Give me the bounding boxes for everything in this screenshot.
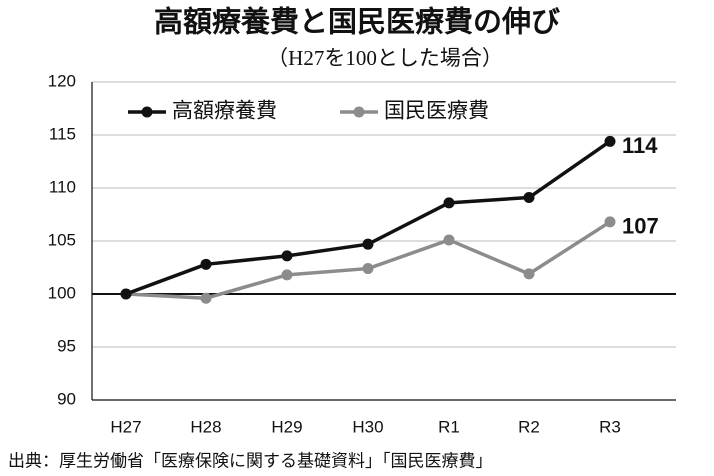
y-tick-label: 110	[49, 177, 76, 196]
x-tick-label: H30	[352, 417, 383, 436]
data-label: 114	[622, 133, 658, 158]
legend-label: 国民医療費	[384, 100, 489, 123]
legend-marker	[141, 106, 153, 118]
data-point	[200, 258, 212, 270]
legend-marker	[353, 106, 365, 118]
data-point	[120, 288, 132, 300]
y-tick-label: 105	[48, 230, 76, 249]
x-tick-label: H29	[271, 417, 302, 436]
x-tick-label: H28	[190, 417, 221, 436]
y-tick-label: 115	[49, 124, 76, 143]
series-line	[125, 220, 611, 300]
data-point	[362, 238, 374, 250]
y-tick-label: 100	[48, 283, 76, 302]
data-point	[443, 197, 455, 209]
source: 出典：厚生労働省「医療保険に関する基礎資料」「国民医療費」	[8, 451, 493, 470]
y-tick-label: 120	[48, 71, 76, 90]
data-point	[523, 192, 535, 204]
data-point	[200, 292, 212, 304]
data-point	[523, 268, 535, 280]
legend-label: 高額療養費	[172, 100, 277, 123]
data-label: 107	[622, 214, 659, 239]
data-point	[281, 269, 293, 281]
data-point	[362, 263, 374, 275]
x-tick-label: R2	[518, 417, 540, 436]
chart-subtitle: （H27を100とした場合）	[267, 46, 503, 70]
data-point	[604, 135, 616, 147]
y-tick-label: 95	[57, 336, 76, 355]
x-tick-label: H27	[110, 417, 141, 436]
data-point	[604, 216, 616, 228]
x-tick-label: R1	[438, 417, 460, 436]
data-point	[281, 250, 293, 262]
x-tick-label: R3	[599, 417, 621, 436]
chart-title: 高額療養費と国民医療費の伸び	[154, 6, 560, 39]
data-point	[443, 234, 455, 246]
y-tick-label: 90	[57, 389, 76, 408]
